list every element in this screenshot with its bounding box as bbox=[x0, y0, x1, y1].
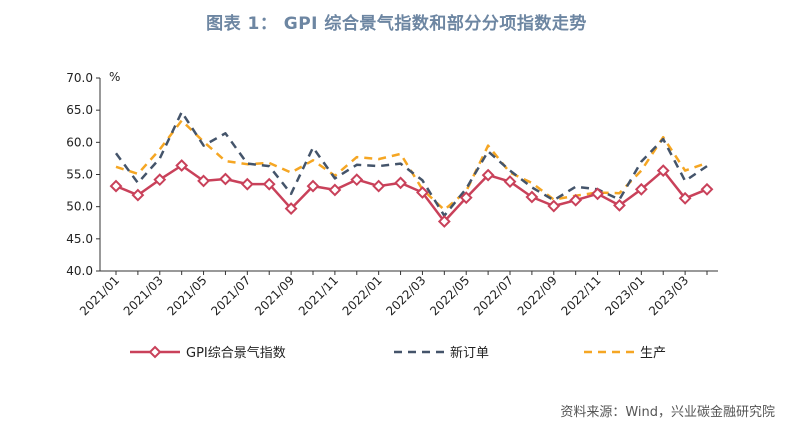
x-tick-label: 2023/03 bbox=[646, 273, 691, 318]
x-tick-label: 2022/11 bbox=[559, 273, 604, 318]
series-layer bbox=[109, 110, 714, 228]
data-point-marker bbox=[678, 191, 692, 205]
y-tick-label: 55.0 bbox=[66, 168, 93, 182]
data-point-marker bbox=[262, 177, 276, 191]
data-point-marker bbox=[284, 202, 298, 216]
axes: 70.065.060.055.050.045.040.0%2021/012021… bbox=[66, 70, 718, 318]
series-line-1 bbox=[115, 164, 708, 223]
data-point-marker bbox=[613, 198, 626, 212]
data-point-marker bbox=[416, 186, 429, 199]
series-line-3 bbox=[115, 119, 708, 212]
data-point-marker bbox=[109, 179, 123, 193]
y-tick-label: 65.0 bbox=[66, 103, 93, 117]
data-point-marker bbox=[306, 179, 320, 193]
data-point-marker bbox=[153, 173, 167, 187]
data-point-marker bbox=[525, 190, 539, 204]
y-tick-label: 45.0 bbox=[66, 232, 93, 246]
data-point-marker bbox=[328, 183, 342, 197]
data-point-marker bbox=[372, 179, 386, 193]
y-axis-unit: % bbox=[109, 70, 120, 84]
y-tick-label: 70.0 bbox=[66, 71, 93, 85]
legend-marker bbox=[148, 345, 162, 359]
x-tick-label: 2022/03 bbox=[383, 273, 428, 318]
data-point-marker bbox=[503, 175, 517, 188]
data-point-marker bbox=[175, 159, 189, 172]
data-point-marker bbox=[197, 174, 210, 188]
data-point-marker bbox=[569, 193, 583, 207]
x-tick-label: 2021/09 bbox=[252, 273, 297, 318]
legend: GPI综合景气指数 新订单 生产 bbox=[130, 345, 666, 361]
x-tick-label: 2022/07 bbox=[471, 273, 516, 318]
x-tick-label: 2021/01 bbox=[77, 273, 122, 318]
data-point-marker bbox=[634, 182, 648, 196]
legend-label-2: 新订单 bbox=[450, 345, 489, 361]
x-tick-label: 2022/01 bbox=[340, 273, 385, 318]
x-tick-label: 2023/01 bbox=[602, 273, 647, 318]
data-point-marker bbox=[656, 164, 670, 178]
x-tick-label: 2022/05 bbox=[427, 273, 472, 318]
data-point-marker bbox=[240, 177, 254, 191]
series-line-2 bbox=[114, 110, 708, 217]
data-point-marker bbox=[350, 173, 364, 187]
x-tick-label: 2022/09 bbox=[515, 273, 560, 318]
data-point-marker bbox=[459, 191, 473, 205]
x-tick-label: 2021/11 bbox=[296, 273, 341, 318]
y-tick-label: 60.0 bbox=[66, 135, 93, 149]
source-note: 资料来源：Wind，兴业碳金融研究院 bbox=[560, 405, 775, 420]
data-point-marker bbox=[481, 168, 495, 182]
y-tick-label: 40.0 bbox=[66, 264, 93, 278]
data-point-marker bbox=[591, 187, 604, 201]
data-point-marker bbox=[547, 199, 561, 213]
x-tick-label: 2021/07 bbox=[208, 273, 253, 318]
data-point-marker bbox=[131, 188, 145, 202]
chart-title: 图表 1： GPI 综合景气指数和部分分项指数走势 bbox=[206, 14, 587, 34]
x-tick-label: 2021/05 bbox=[165, 273, 210, 318]
data-point-marker bbox=[700, 182, 714, 196]
x-tick-label: 2021/03 bbox=[121, 273, 166, 318]
legend-label-1: GPI综合景气指数 bbox=[186, 345, 286, 361]
data-point-marker bbox=[437, 215, 451, 228]
data-point-marker bbox=[394, 176, 407, 190]
legend-label-3: 生产 bbox=[640, 346, 666, 361]
y-tick-label: 50.0 bbox=[66, 200, 93, 214]
data-point-marker bbox=[219, 172, 232, 186]
